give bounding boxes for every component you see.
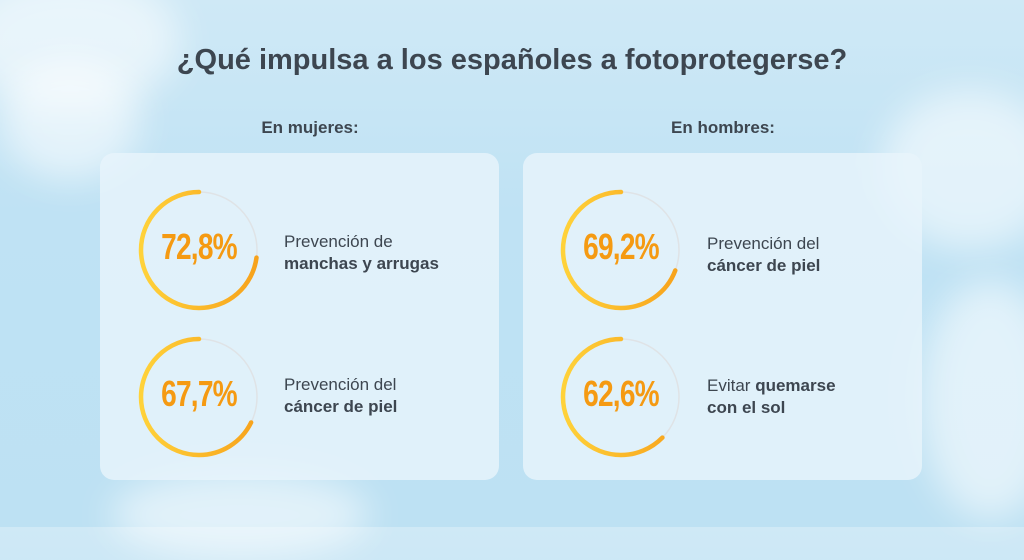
value-label: 67,7% — [161, 373, 238, 414]
cloud-decoration — [920, 280, 1024, 520]
description-bold: quemarse — [755, 376, 836, 395]
item-description: Prevención del cáncer de piel — [707, 233, 820, 277]
description-bold-2: con el sol — [707, 398, 786, 417]
description-bold: manchas y arrugas — [284, 254, 439, 273]
donut-ring-mujeres-1 — [138, 189, 260, 311]
group-label-mujeres: En mujeres: — [261, 118, 359, 137]
donut-ring-hombres-2 — [560, 336, 682, 458]
ring-progress-arc — [138, 189, 260, 311]
donut-ring-mujeres-2 — [138, 336, 260, 458]
page-title: ¿Qué impulsa a los españoles a fotoprote… — [176, 44, 848, 76]
group-label-hombres: En hombres: — [671, 118, 775, 137]
donut-ring-hombres-1 — [560, 189, 682, 311]
value-label: 69,2% — [583, 226, 660, 267]
value-label: 72,8% — [161, 226, 238, 267]
cloud-decoration — [110, 470, 370, 560]
description-bold: cáncer de piel — [707, 256, 821, 275]
panel-hombres — [523, 153, 922, 480]
ring-progress-arc — [560, 336, 682, 458]
item-description: Prevención del cáncer de piel — [284, 374, 397, 418]
ring-progress-arc — [560, 189, 682, 311]
description-regular: Evitar — [707, 376, 751, 395]
description-regular: Prevención del — [707, 234, 820, 253]
description-regular: Prevención de — [284, 232, 393, 251]
item-description: Evitar quemarse con el sol — [707, 375, 836, 419]
ring-progress-arc — [138, 336, 260, 458]
item-description: Prevención de manchas y arrugas — [284, 231, 439, 275]
panel-mujeres — [100, 153, 499, 480]
description-regular: Prevención del — [284, 375, 397, 394]
value-label: 62,6% — [583, 373, 660, 414]
description-bold: cáncer de piel — [284, 397, 398, 416]
